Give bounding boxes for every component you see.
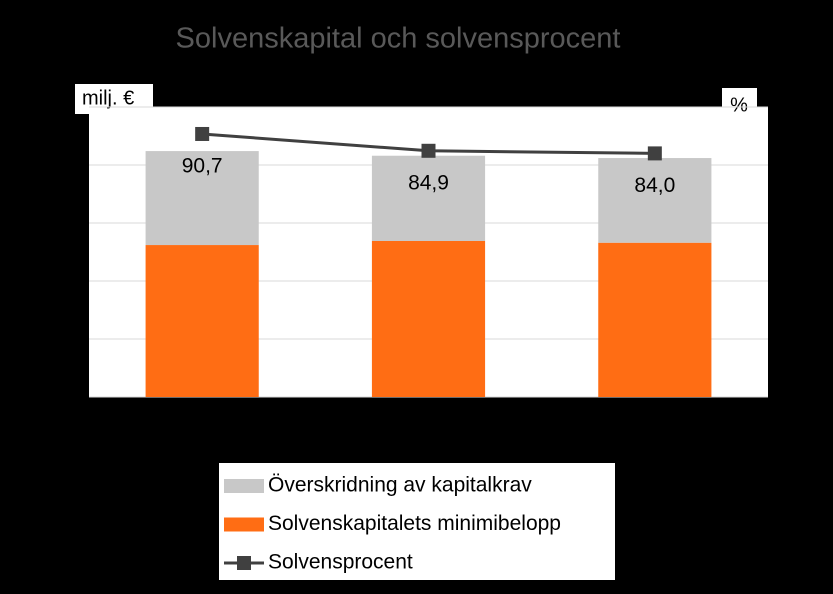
line-marker [647,146,662,161]
chart-title: Solvenskapital och solvensprocent [176,23,621,55]
legend-marker [237,556,251,570]
legend-label: Solvenskapitalets minimibelopp [268,512,561,535]
legend-swatch [224,517,264,532]
data-label: 84,0 [634,174,675,197]
data-label: 90,7 [182,155,223,178]
y2-axis-label: % [730,94,748,116]
legend-label: Överskridning av kapitalkrav [268,474,532,497]
data-label: 84,9 [408,171,449,194]
legend-swatch [224,479,264,493]
line-marker [195,126,210,141]
y-axis-label: milj. € [82,87,134,109]
bar [598,242,712,397]
bar [145,151,259,246]
bar [371,155,486,241]
legend [219,463,615,580]
y2-label-box [722,88,757,122]
bar [145,245,259,397]
bar [598,158,712,243]
bar [371,240,486,397]
y-label-box [75,84,153,114]
legend-label: Solvensprocent [268,551,413,574]
line-marker [421,143,436,158]
